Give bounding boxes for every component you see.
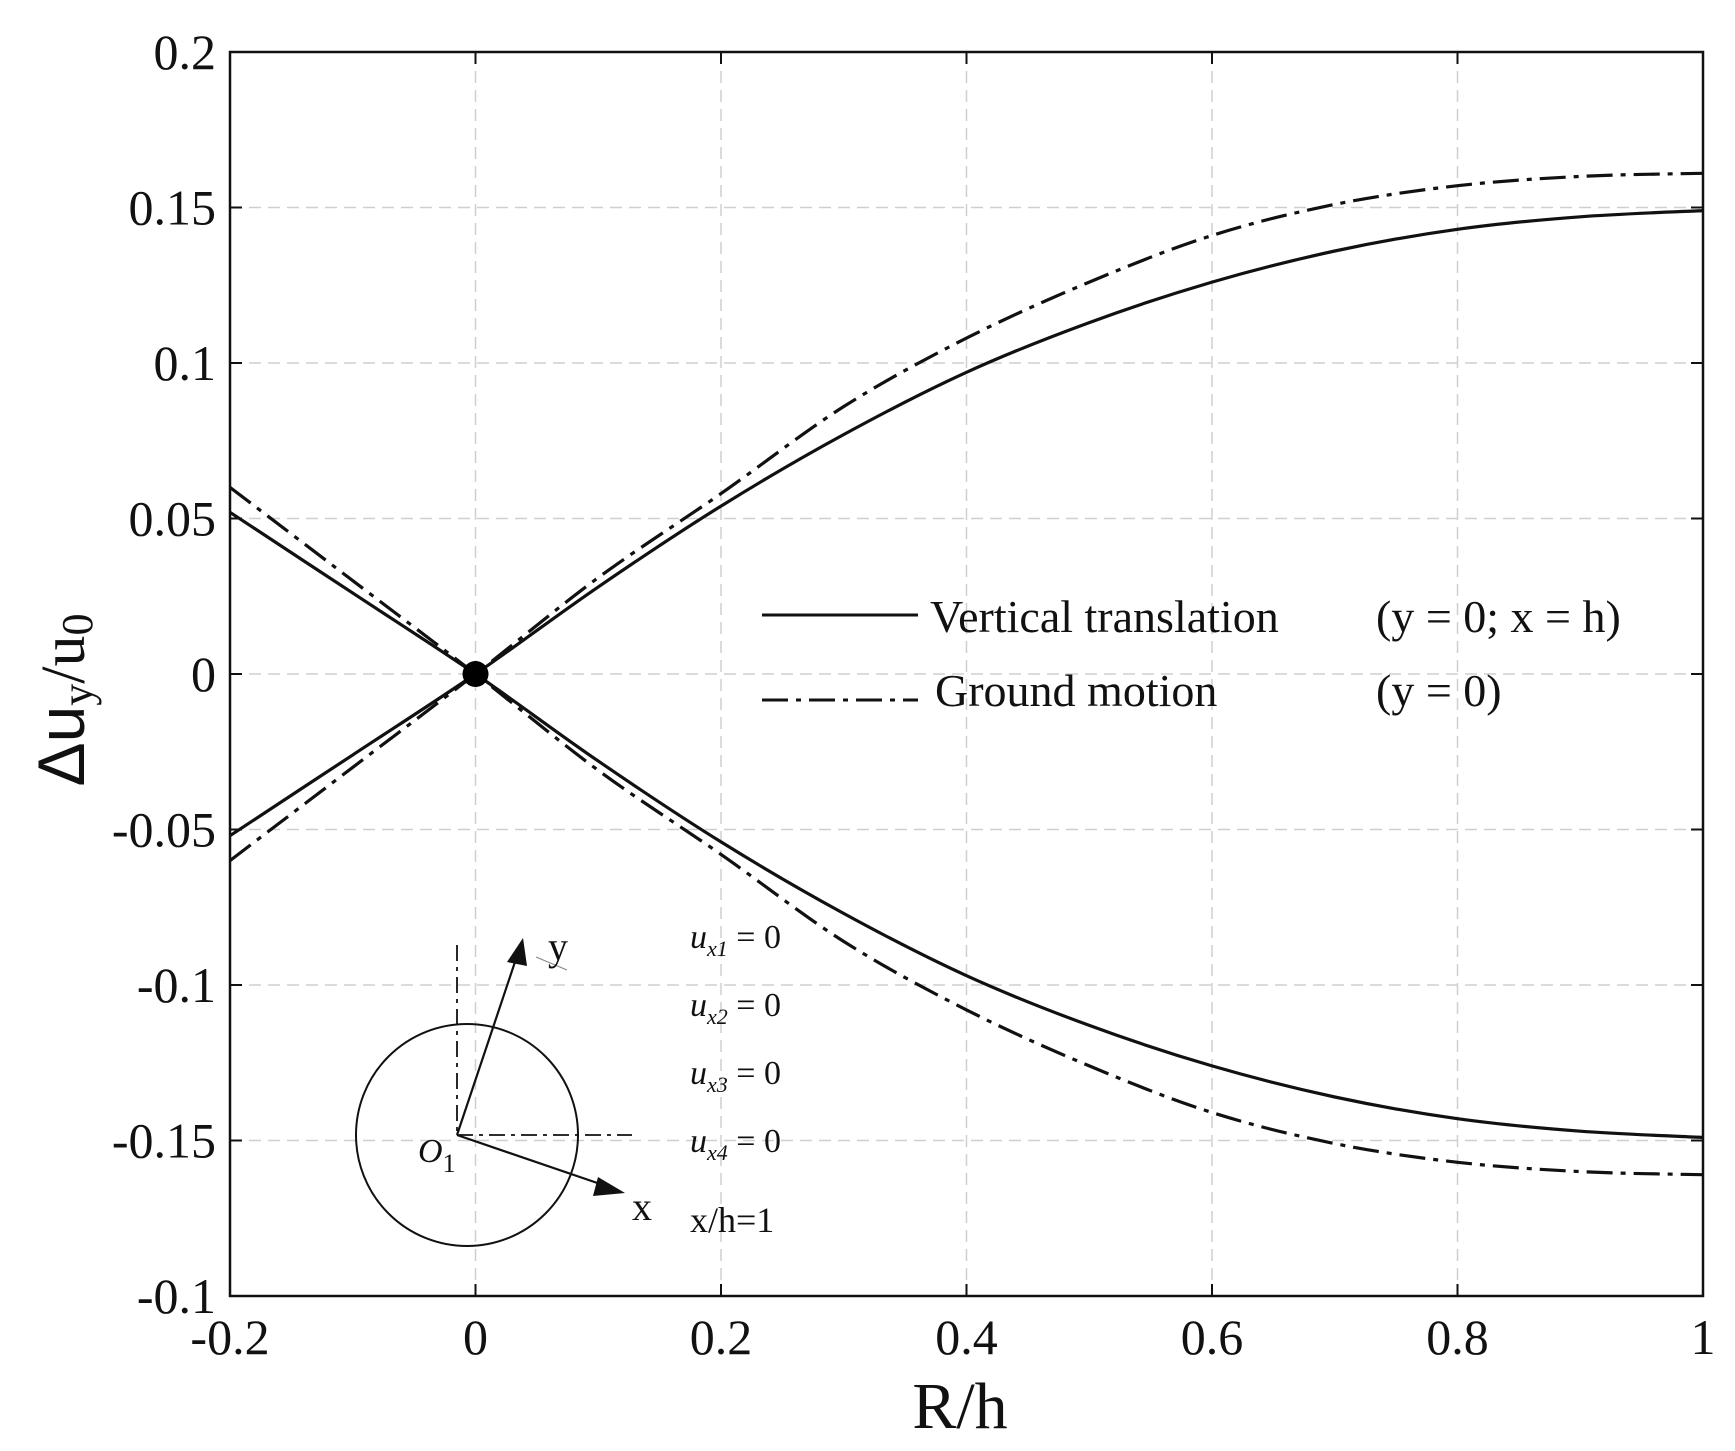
x-tick-label: 1 [1691, 1309, 1716, 1365]
y-axis-title-rest: /u [30, 635, 98, 683]
inset-y-arrowhead [507, 938, 527, 966]
condition-1-var: u [690, 919, 707, 956]
x-tick-label: 0.4 [935, 1309, 998, 1365]
x-tick-label: 0.2 [690, 1309, 753, 1365]
y-tick-label: -0.1 [137, 957, 216, 1013]
x-tick-labels: -0.2 0 0.2 0.4 0.6 0.8 1 [190, 1309, 1715, 1365]
inset-x-label: x [632, 1184, 652, 1229]
origin-marker [462, 661, 489, 687]
condition-4-rest: = 0 [728, 1123, 781, 1160]
inset-condition-3: ux3 = 0 [690, 1055, 781, 1097]
inset-y-axis-arrow [455, 949, 521, 1136]
x-tick-label: -0.2 [190, 1309, 269, 1365]
inset-condition-2: ux2 = 0 [690, 987, 781, 1029]
condition-3-sub: x3 [706, 1072, 728, 1097]
condition-3-var: u [690, 1055, 707, 1092]
y-tick-label: 0.1 [154, 335, 217, 391]
condition-4-var: u [690, 1123, 707, 1160]
inset-diagram: y x O1 ux1 = 0 ux2 = 0 ux3 = 0 ux4 = 0 x… [355, 919, 781, 1247]
y-axis-title-sub: y [53, 684, 102, 706]
inset-y-label-leader [535, 956, 568, 971]
condition-4-sub: x4 [706, 1140, 728, 1165]
inset-origin-label: O1 [418, 1133, 456, 1178]
condition-2-sub: x2 [706, 1004, 728, 1029]
x-axis-title: R/h [912, 1370, 1007, 1443]
legend-label-vertical-translation: Vertical translation [930, 591, 1279, 642]
y-tick-label: 0.2 [154, 24, 217, 80]
y-tick-label: 0 [191, 646, 216, 702]
x-tick-label: 0 [463, 1309, 488, 1365]
inset-origin-sub: 1 [443, 1149, 456, 1178]
legend-label-ground-motion: Ground motion [935, 665, 1217, 716]
x-tick-label: 0.8 [1426, 1309, 1489, 1365]
y-axis-title: Δuy/u0 [24, 613, 102, 786]
y-axis-title-main: Δu [24, 706, 98, 787]
inset-x-axis-arrow [456, 1133, 613, 1190]
legend: Vertical translation (y = 0; x = h) Grou… [762, 591, 1621, 716]
inset-y-label: y [548, 924, 568, 969]
y-tick-label: -0.05 [112, 802, 216, 858]
condition-3-rest: = 0 [728, 1055, 781, 1092]
condition-1-sub: x1 [706, 936, 728, 961]
y-tick-label: -0.1 [137, 1268, 216, 1324]
legend-condition-vertical-translation: (y = 0; x = h) [1376, 591, 1621, 642]
inset-condition-1: ux1 = 0 [690, 919, 781, 961]
condition-2-var: u [690, 987, 707, 1024]
tick-marks [229, 51, 1704, 1297]
inset-x-arrowhead [593, 1177, 625, 1196]
y-axis-title-sub2: 0 [53, 613, 102, 635]
y-tick-label: -0.15 [112, 1113, 216, 1169]
y-tick-labels: 0.2 0.15 0.1 0.05 0 -0.05 -0.1 -0.15 -0.1 [112, 24, 216, 1324]
condition-2-rest: = 0 [728, 987, 781, 1024]
condition-1-rest: = 0 [728, 919, 781, 956]
legend-condition-ground-motion: (y = 0) [1376, 665, 1502, 716]
y-tick-label: 0.15 [129, 180, 217, 236]
x-tick-label: 0.6 [1181, 1309, 1244, 1365]
inset-origin-main: O [418, 1133, 443, 1170]
y-tick-label: 0.05 [129, 491, 217, 547]
inset-ratio-label: x/h=1 [690, 1200, 774, 1240]
inset-condition-4: ux4 = 0 [690, 1123, 781, 1165]
